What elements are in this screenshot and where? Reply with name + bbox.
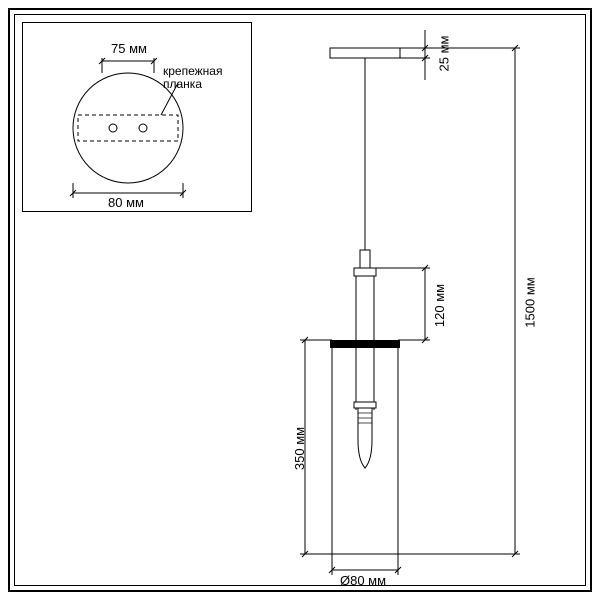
dim-total-height: 1500 мм [523, 277, 538, 327]
dim-canopy-height: 25 мм [436, 36, 451, 72]
dim-shade-height: 350 мм [292, 427, 307, 470]
dim-stem-height: 120 мм [432, 284, 447, 327]
main-drawing [0, 0, 600, 600]
dim-diameter: Ø80 мм [340, 573, 386, 588]
